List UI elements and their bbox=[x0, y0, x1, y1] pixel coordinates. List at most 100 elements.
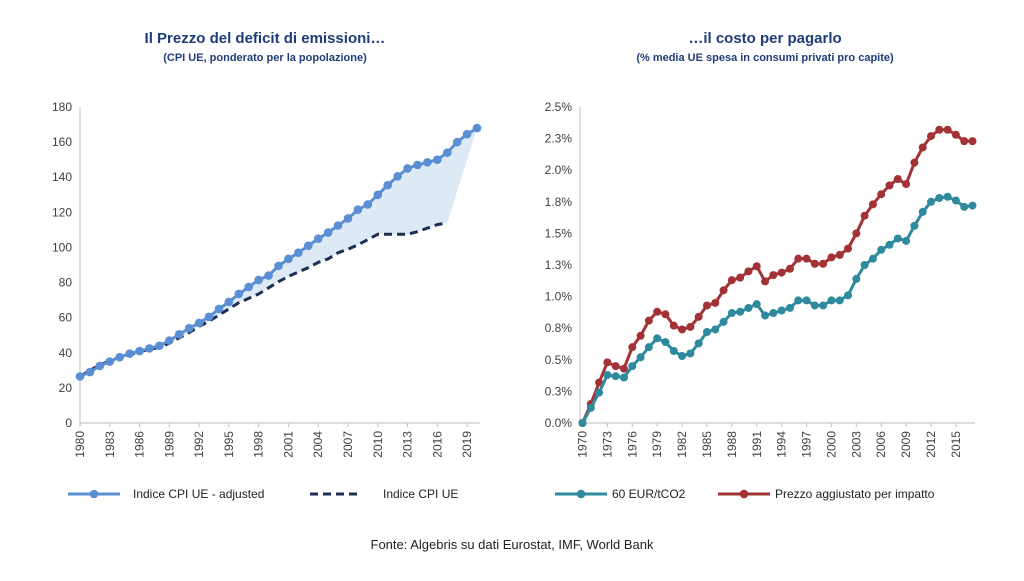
legend-cpi-adjusted-label: Indice CPI UE - adjusted bbox=[133, 487, 264, 501]
impact-price-line bbox=[581, 128, 973, 424]
co2-point bbox=[619, 373, 628, 382]
co2-point bbox=[603, 370, 612, 379]
x-tick-label: 1994 bbox=[775, 431, 789, 458]
y-tick-label: 0 bbox=[65, 416, 72, 430]
legend-impact-label: Prezzo aggiustato per impatto bbox=[775, 487, 935, 501]
cpi-adjusted-point bbox=[95, 361, 105, 371]
co2-point bbox=[910, 221, 919, 230]
x-tick-label: 1997 bbox=[800, 431, 814, 458]
impact-price-point bbox=[910, 158, 919, 167]
right-chart: 0.0% 0.3% 0.5% 0.8% 1.0% 1.3% 1.5% 1.8% 2.0% 2.3%… bbox=[545, 100, 977, 501]
impact-price-point bbox=[835, 250, 844, 259]
cpi-adjusted-point bbox=[383, 180, 392, 190]
impact-price-point bbox=[877, 190, 886, 199]
y-tick-label: 140 bbox=[52, 170, 72, 184]
co2-point bbox=[860, 261, 869, 269]
cpi-adjusted-point bbox=[194, 318, 204, 328]
cpi-adjusted-point bbox=[125, 349, 134, 358]
y-tick-label: 180 bbox=[52, 100, 72, 114]
co2-point bbox=[678, 352, 687, 361]
co2-point bbox=[669, 346, 678, 355]
right-chart-title: …il costo per pagarlo bbox=[688, 30, 842, 47]
legend-co2-label: 60 EUR/tCO2 bbox=[612, 487, 686, 501]
impact-price-point bbox=[611, 362, 620, 371]
impact-price-point bbox=[636, 331, 645, 340]
co2-point bbox=[943, 192, 952, 201]
co2-point bbox=[935, 194, 944, 203]
impact-price-point bbox=[595, 378, 604, 387]
x-tick-label: 2003 bbox=[849, 431, 863, 458]
y-tick-label: 2.0% bbox=[545, 163, 573, 177]
y-tick-label: 100 bbox=[52, 240, 72, 254]
co2-point bbox=[727, 309, 736, 318]
co2-point bbox=[595, 388, 604, 397]
x-tick-label: 1995 bbox=[222, 431, 236, 458]
cpi-adjusted-point bbox=[373, 190, 383, 200]
impact-price-point bbox=[752, 262, 761, 271]
y-tick-label: 2.5% bbox=[545, 100, 573, 114]
y-tick-label: 1.8% bbox=[545, 195, 573, 209]
cpi-adjusted-point bbox=[403, 164, 412, 173]
co2-point bbox=[628, 362, 637, 371]
co2-point bbox=[960, 202, 969, 211]
cpi-adjusted-point bbox=[234, 289, 244, 299]
cpi-adjusted-point bbox=[294, 248, 303, 258]
cpi-adjusted-point bbox=[184, 323, 194, 333]
co2-point bbox=[852, 274, 861, 283]
y-tick-label: 2.3% bbox=[545, 132, 573, 146]
x-tick-label: 1989 bbox=[162, 431, 176, 458]
cpi-adjusted-point bbox=[224, 297, 234, 307]
cpi-adjusted-point bbox=[303, 241, 313, 250]
cpi-adjusted-point bbox=[115, 352, 125, 362]
cpi-adjusted-point bbox=[363, 200, 373, 209]
impact-price-point bbox=[885, 181, 894, 190]
co2-point bbox=[736, 307, 745, 316]
y-tick-label: 0.3% bbox=[545, 384, 573, 398]
co2-point bbox=[918, 207, 927, 216]
x-tick-label: 2000 bbox=[824, 431, 838, 458]
co2-point bbox=[819, 301, 828, 310]
cpi-adjusted-point bbox=[264, 271, 273, 280]
co2-point bbox=[761, 311, 770, 320]
cpi-adjusted-point bbox=[413, 160, 422, 170]
left-chart-title: Il Prezzo del deficit di emissioni… bbox=[144, 30, 386, 47]
co2-point bbox=[611, 372, 620, 381]
impact-price-point bbox=[719, 286, 728, 295]
impact-price-point bbox=[902, 180, 911, 189]
impact-price-point bbox=[727, 276, 736, 285]
x-tick-label: 2015 bbox=[949, 431, 963, 458]
co2-point bbox=[902, 236, 911, 245]
cpi-adjusted-point bbox=[174, 330, 184, 339]
co2-line bbox=[581, 195, 973, 424]
co2-point bbox=[653, 334, 662, 343]
y-tick-label: 1.3% bbox=[545, 258, 573, 272]
left-chart-subtitle: (CPI UE, ponderato per la popolazione) bbox=[163, 52, 367, 64]
impact-price-point bbox=[744, 267, 753, 276]
co2-point bbox=[968, 201, 977, 210]
y-tick-label: 60 bbox=[59, 311, 73, 325]
x-tick-label: 2019 bbox=[460, 431, 474, 458]
x-tick-label: 2001 bbox=[281, 431, 295, 458]
co2-point bbox=[752, 300, 761, 309]
impact-price-point bbox=[694, 312, 703, 321]
cpi-adjusted-point bbox=[284, 254, 293, 264]
co2-point bbox=[644, 343, 653, 352]
y-tick-label: 1.0% bbox=[545, 290, 573, 304]
impact-price-point bbox=[653, 307, 662, 316]
cpi-adjusted-point bbox=[313, 234, 323, 243]
x-tick-label: 1986 bbox=[133, 431, 147, 458]
co2-point bbox=[711, 325, 720, 334]
cpi-adjusted-point bbox=[85, 367, 95, 377]
co2-point bbox=[744, 303, 753, 312]
x-tick-label: 2016 bbox=[430, 431, 444, 458]
x-tick-label: 2010 bbox=[371, 431, 385, 458]
impact-price-point bbox=[603, 358, 612, 367]
y-tick-label: 0.0% bbox=[545, 416, 573, 430]
impact-price-point bbox=[951, 130, 960, 139]
co2-point bbox=[877, 245, 886, 254]
impact-price-point bbox=[810, 259, 819, 268]
x-tick-label: 2012 bbox=[924, 431, 938, 458]
x-tick-label: 2006 bbox=[874, 431, 888, 458]
co2-point bbox=[636, 353, 645, 362]
